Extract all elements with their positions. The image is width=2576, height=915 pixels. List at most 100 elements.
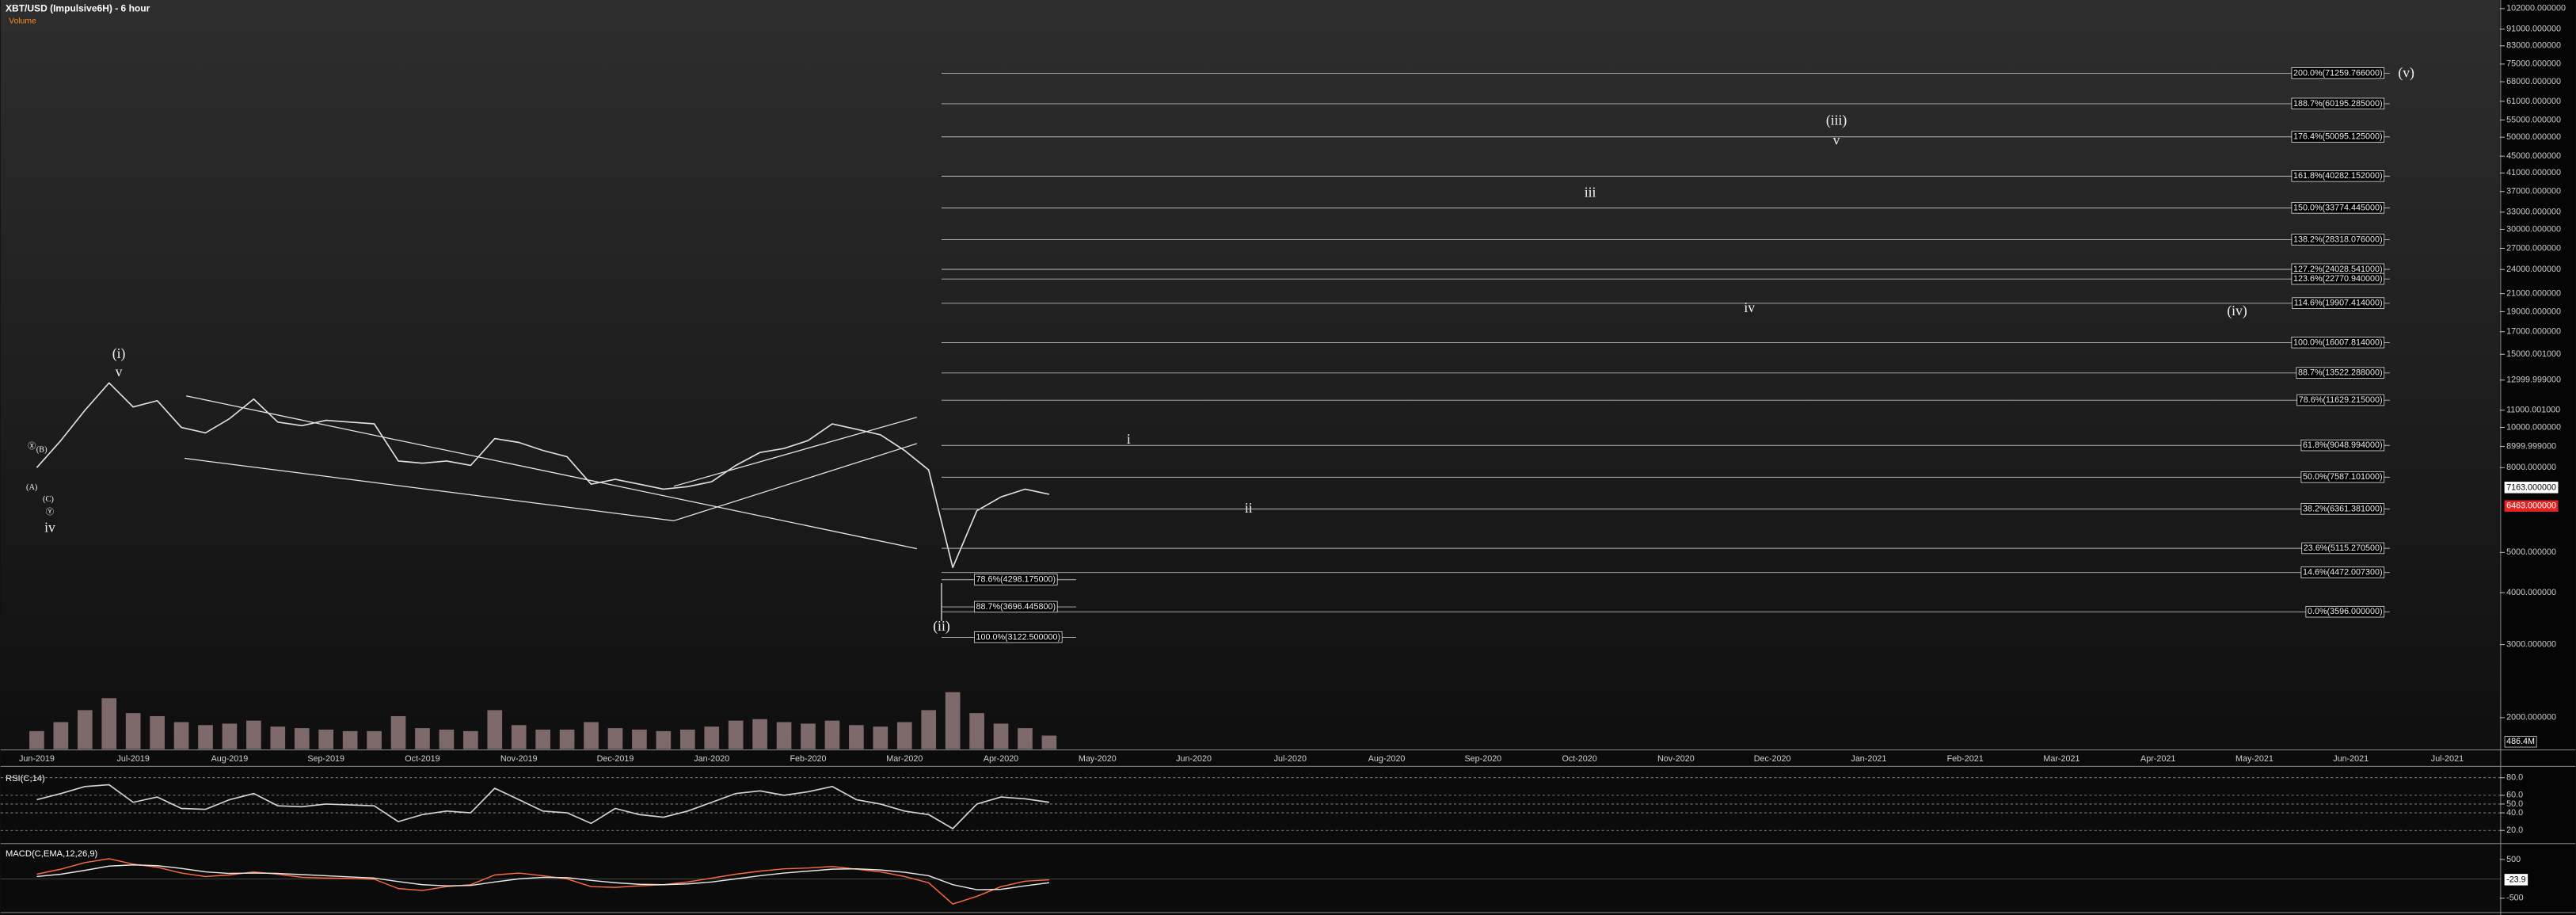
chart-subtitle: Volume bbox=[9, 17, 36, 26]
x-tick-label: Jun-2020 bbox=[1176, 754, 1212, 764]
x-tick-label: Jul-2019 bbox=[117, 754, 150, 764]
x-tick-label: Aug-2020 bbox=[1368, 754, 1406, 764]
volume-bar bbox=[535, 729, 550, 749]
y-tick-label: 24000.000000 bbox=[2506, 265, 2561, 274]
wave-label: (C) bbox=[43, 495, 54, 504]
y-tick-label: 5000.000000 bbox=[2506, 547, 2556, 557]
y-tick-label: 102000.000000 bbox=[2506, 4, 2566, 13]
y-tick-label: 91000.000000 bbox=[2506, 25, 2561, 34]
fib-label: 100.0%(16007.814000) bbox=[2293, 337, 2383, 347]
volume-bar bbox=[704, 726, 720, 749]
label-box bbox=[2301, 542, 2385, 555]
fib-label: 150.0%(33774.445000) bbox=[2293, 203, 2383, 212]
y-tick-label: 2000.000000 bbox=[2506, 713, 2556, 722]
fib-label: 78.6%(4298.175000) bbox=[976, 575, 1056, 585]
x-tick-label: Jan-2021 bbox=[1851, 754, 1886, 764]
y-tick-label: 55000.000000 bbox=[2506, 115, 2561, 124]
fib-label: 88.7%(3696.445800) bbox=[976, 602, 1056, 612]
y-tick-label: 33000.000000 bbox=[2506, 208, 2561, 217]
volume-bar bbox=[390, 715, 406, 749]
volume-bar bbox=[439, 729, 455, 749]
volume-bar bbox=[511, 725, 527, 749]
volume-bar bbox=[1041, 735, 1057, 749]
x-tick-label: May-2020 bbox=[1079, 754, 1117, 764]
label-box bbox=[2291, 67, 2385, 79]
wave-label: iv bbox=[1744, 299, 1755, 315]
volume-bar bbox=[776, 722, 792, 749]
x-tick-label: Sep-2020 bbox=[1464, 754, 1501, 764]
y-tick-label: 41000.000000 bbox=[2506, 168, 2561, 177]
volume-bar bbox=[969, 713, 984, 749]
y-tick-label: 40.0 bbox=[2506, 808, 2523, 818]
fib-label: 78.6%(11629.215000) bbox=[2299, 395, 2383, 405]
label-box bbox=[2300, 503, 2385, 515]
volume-bar bbox=[679, 729, 695, 749]
label-box bbox=[2300, 566, 2385, 578]
wave-label: i bbox=[1127, 431, 1131, 447]
x-tick-label: Feb-2020 bbox=[790, 754, 826, 764]
wave-label: Ⓨ bbox=[46, 507, 54, 517]
wave-label: ii bbox=[1245, 500, 1253, 516]
volume-bar bbox=[584, 722, 599, 749]
channel-line bbox=[673, 417, 918, 487]
price-line bbox=[36, 382, 1050, 569]
y-tick-label: 45000.000000 bbox=[2506, 151, 2561, 161]
x-tick-label: Sep-2019 bbox=[307, 754, 344, 764]
volume-bar bbox=[294, 728, 310, 749]
volume-bar bbox=[752, 719, 767, 749]
fib-label: 138.2%(28318.076000) bbox=[2293, 234, 2383, 244]
y-tick-label: 20.0 bbox=[2506, 825, 2523, 835]
label-box bbox=[2305, 605, 2385, 618]
y-tick-label: 75000.000000 bbox=[2506, 59, 2561, 69]
fib-label: 61.8%(9048.994000) bbox=[2303, 440, 2383, 450]
chart-title: XBT/USD (Impulsive6H) - 6 hour bbox=[6, 3, 150, 14]
y-tick-label: 60.0 bbox=[2506, 791, 2523, 800]
x-tick-label: Oct-2020 bbox=[1562, 754, 1596, 764]
volume-bar bbox=[270, 726, 286, 749]
fib-label: 200.0%(71259.766000) bbox=[2293, 68, 2383, 78]
label-box bbox=[2291, 170, 2385, 182]
wave-label: iii bbox=[1585, 185, 1596, 200]
wave-label: v bbox=[116, 364, 123, 379]
x-tick-label: Mar-2020 bbox=[886, 754, 923, 764]
volume-bar bbox=[801, 723, 816, 749]
volume-bar bbox=[222, 723, 238, 749]
y-tick-label: 27000.000000 bbox=[2506, 243, 2561, 253]
wave-label: Ⓧ bbox=[28, 441, 36, 451]
volume-bar bbox=[728, 720, 744, 749]
volume-bar bbox=[367, 730, 382, 749]
volume-bar bbox=[849, 725, 864, 749]
fib-label: 114.6%(19907.414000) bbox=[2294, 299, 2383, 308]
y-tick-label: 10000.000000 bbox=[2506, 422, 2561, 432]
label-box bbox=[2291, 131, 2385, 143]
y-tick-label: 83000.000000 bbox=[2506, 41, 2561, 51]
fib-label: 88.7%(13522.288000) bbox=[2298, 368, 2383, 378]
wave-label: (iv) bbox=[2227, 303, 2247, 318]
y-tick-label: 500 bbox=[2506, 855, 2521, 864]
series-line bbox=[36, 858, 1049, 905]
volume-bar bbox=[53, 722, 69, 749]
x-tick-label: Dec-2020 bbox=[1754, 754, 1791, 764]
label-box bbox=[2296, 394, 2385, 406]
price-line bbox=[36, 783, 1050, 829]
volume-bar bbox=[873, 726, 888, 749]
x-tick-label: Dec-2019 bbox=[597, 754, 634, 764]
volume-bar bbox=[559, 729, 575, 749]
channel-line bbox=[185, 395, 917, 550]
x-tick-label: Mar-2021 bbox=[2043, 754, 2079, 764]
y-tick-label: 37000.000000 bbox=[2506, 187, 2561, 196]
volume-bar bbox=[415, 728, 430, 749]
fib-label: 100.0%(3122.500000) bbox=[976, 632, 1061, 642]
y-tick-label: 50.0 bbox=[2506, 799, 2523, 809]
x-tick-label: Jan-2020 bbox=[694, 754, 729, 764]
fib-label: 50.0%(7587.101000) bbox=[2303, 472, 2383, 482]
x-tick-label: Feb-2021 bbox=[1947, 754, 1984, 764]
y-tick-label: 21000.000000 bbox=[2506, 288, 2561, 298]
y-tick-label: 11000.001000 bbox=[2506, 406, 2560, 415]
label-box bbox=[2291, 97, 2385, 110]
volume-bar bbox=[487, 710, 503, 749]
volume-bar bbox=[921, 710, 937, 749]
x-tick-label: Jul-2021 bbox=[2431, 754, 2464, 764]
x-tick-label: Aug-2019 bbox=[211, 754, 249, 764]
